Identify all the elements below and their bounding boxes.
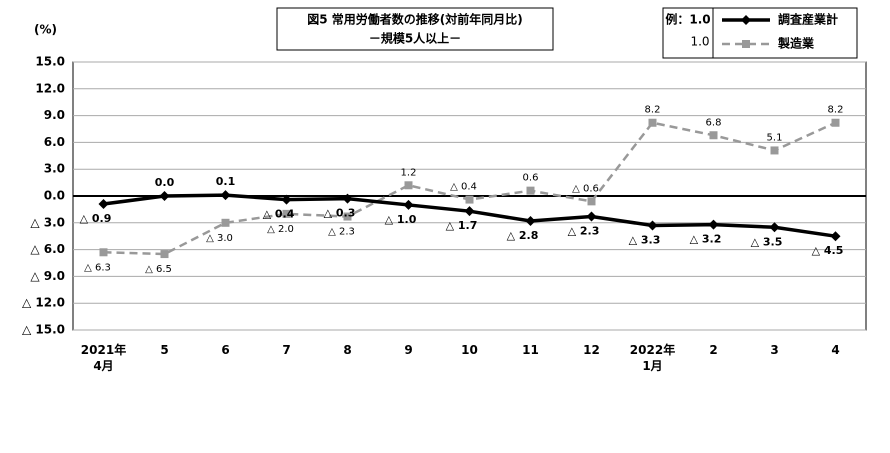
data-label: △ 6.5 [145, 264, 172, 275]
marker [98, 199, 109, 210]
data-label: 0.0 [155, 176, 175, 189]
data-label: 8.2 [645, 105, 661, 116]
marker [403, 199, 414, 210]
data-label: △ 1.7 [446, 219, 478, 232]
data-label: △ 0.4 [450, 182, 477, 193]
marker [769, 222, 780, 233]
chart-title: 図5 常用労働者数の推移(対前年同月比) [307, 12, 523, 27]
marker [159, 191, 170, 201]
data-label: △ 2.0 [267, 224, 294, 235]
data-label: 5.1 [767, 132, 783, 143]
marker [708, 219, 719, 230]
marker [830, 231, 841, 242]
marker [464, 206, 475, 217]
x-tick-label: 11 [522, 343, 539, 357]
legend-example: 例：1.0 [665, 12, 710, 27]
x-tick-label: 2021年 4月 [80, 343, 127, 373]
marker [221, 218, 230, 227]
y-tick-label: 6.0 [44, 135, 65, 149]
x-tick-label: 5 [160, 343, 169, 357]
y-tick-label: △ 9.0 [30, 269, 65, 283]
x-tick-label: 8 [343, 343, 352, 357]
x-tick-label: 10 [461, 343, 478, 357]
marker [709, 131, 718, 140]
legend-box [712, 7, 858, 59]
data-label: △ 3.2 [690, 233, 722, 246]
data-label: △ 0.6 [572, 183, 599, 194]
data-label: △ 0.4 [263, 208, 295, 221]
marker [404, 181, 413, 190]
x-tick-label: 4 [831, 343, 840, 357]
x-tick-label: 9 [404, 343, 413, 357]
x-tick-label: 7 [282, 343, 291, 357]
marker [587, 197, 596, 206]
x-tick-label: 2022年 1月 [629, 343, 676, 373]
marker [160, 250, 169, 259]
y-axis-label: (%) [34, 23, 57, 37]
marker [525, 216, 536, 227]
y-tick-label: △ 3.0 [30, 215, 65, 229]
y-tick-label: △ 12.0 [22, 296, 65, 310]
y-tick-label: 3.0 [44, 162, 65, 176]
marker [831, 118, 840, 127]
marker [342, 193, 353, 204]
data-label: △ 0.3 [324, 207, 356, 220]
data-label: △ 1.0 [385, 213, 417, 226]
marker [647, 220, 658, 231]
data-label: △ 4.5 [812, 244, 844, 257]
y-tick-label: 0.0 [44, 189, 65, 203]
data-label: △ 0.9 [80, 212, 112, 225]
data-label: △ 3.0 [206, 233, 233, 244]
data-label: △ 6.3 [84, 262, 111, 273]
y-tick-label: △ 15.0 [22, 323, 65, 337]
x-tick-label: 2 [709, 343, 718, 357]
marker [281, 194, 292, 205]
x-tick-label: 6 [221, 343, 230, 357]
data-label: △ 2.3 [568, 225, 600, 238]
y-tick-label: 12.0 [35, 81, 65, 95]
marker [648, 118, 657, 127]
y-tick-label: 15.0 [35, 55, 65, 69]
legend-label: 製造業 [777, 36, 815, 51]
x-tick-label: 3 [770, 343, 779, 357]
legend-label: 調査産業計 [778, 12, 838, 27]
chart-subtitle: －規模5人以上－ [369, 31, 461, 46]
marker [220, 190, 231, 201]
data-label: △ 3.5 [751, 235, 783, 248]
data-label: 1.2 [401, 167, 417, 178]
title-box [276, 7, 554, 51]
data-label: 8.2 [828, 105, 844, 116]
data-label: 6.8 [706, 117, 722, 128]
marker [343, 212, 352, 221]
marker [770, 146, 779, 155]
marker [465, 195, 474, 204]
marker [586, 211, 597, 222]
legend-example: 1.0 [690, 35, 709, 49]
marker [526, 186, 535, 195]
marker [99, 248, 108, 257]
data-label: △ 2.8 [507, 229, 539, 242]
legend-example-box [662, 7, 714, 59]
x-tick-label: 12 [583, 343, 600, 357]
y-tick-label: △ 6.0 [30, 242, 65, 256]
legend-marker [741, 15, 751, 25]
y-tick-label: 9.0 [44, 108, 65, 122]
data-label: △ 2.3 [328, 227, 355, 238]
legend-marker [742, 40, 750, 48]
marker [282, 209, 291, 218]
data-label: 0.1 [216, 175, 236, 188]
data-label: 0.6 [523, 173, 539, 184]
data-label: △ 3.3 [629, 233, 661, 246]
